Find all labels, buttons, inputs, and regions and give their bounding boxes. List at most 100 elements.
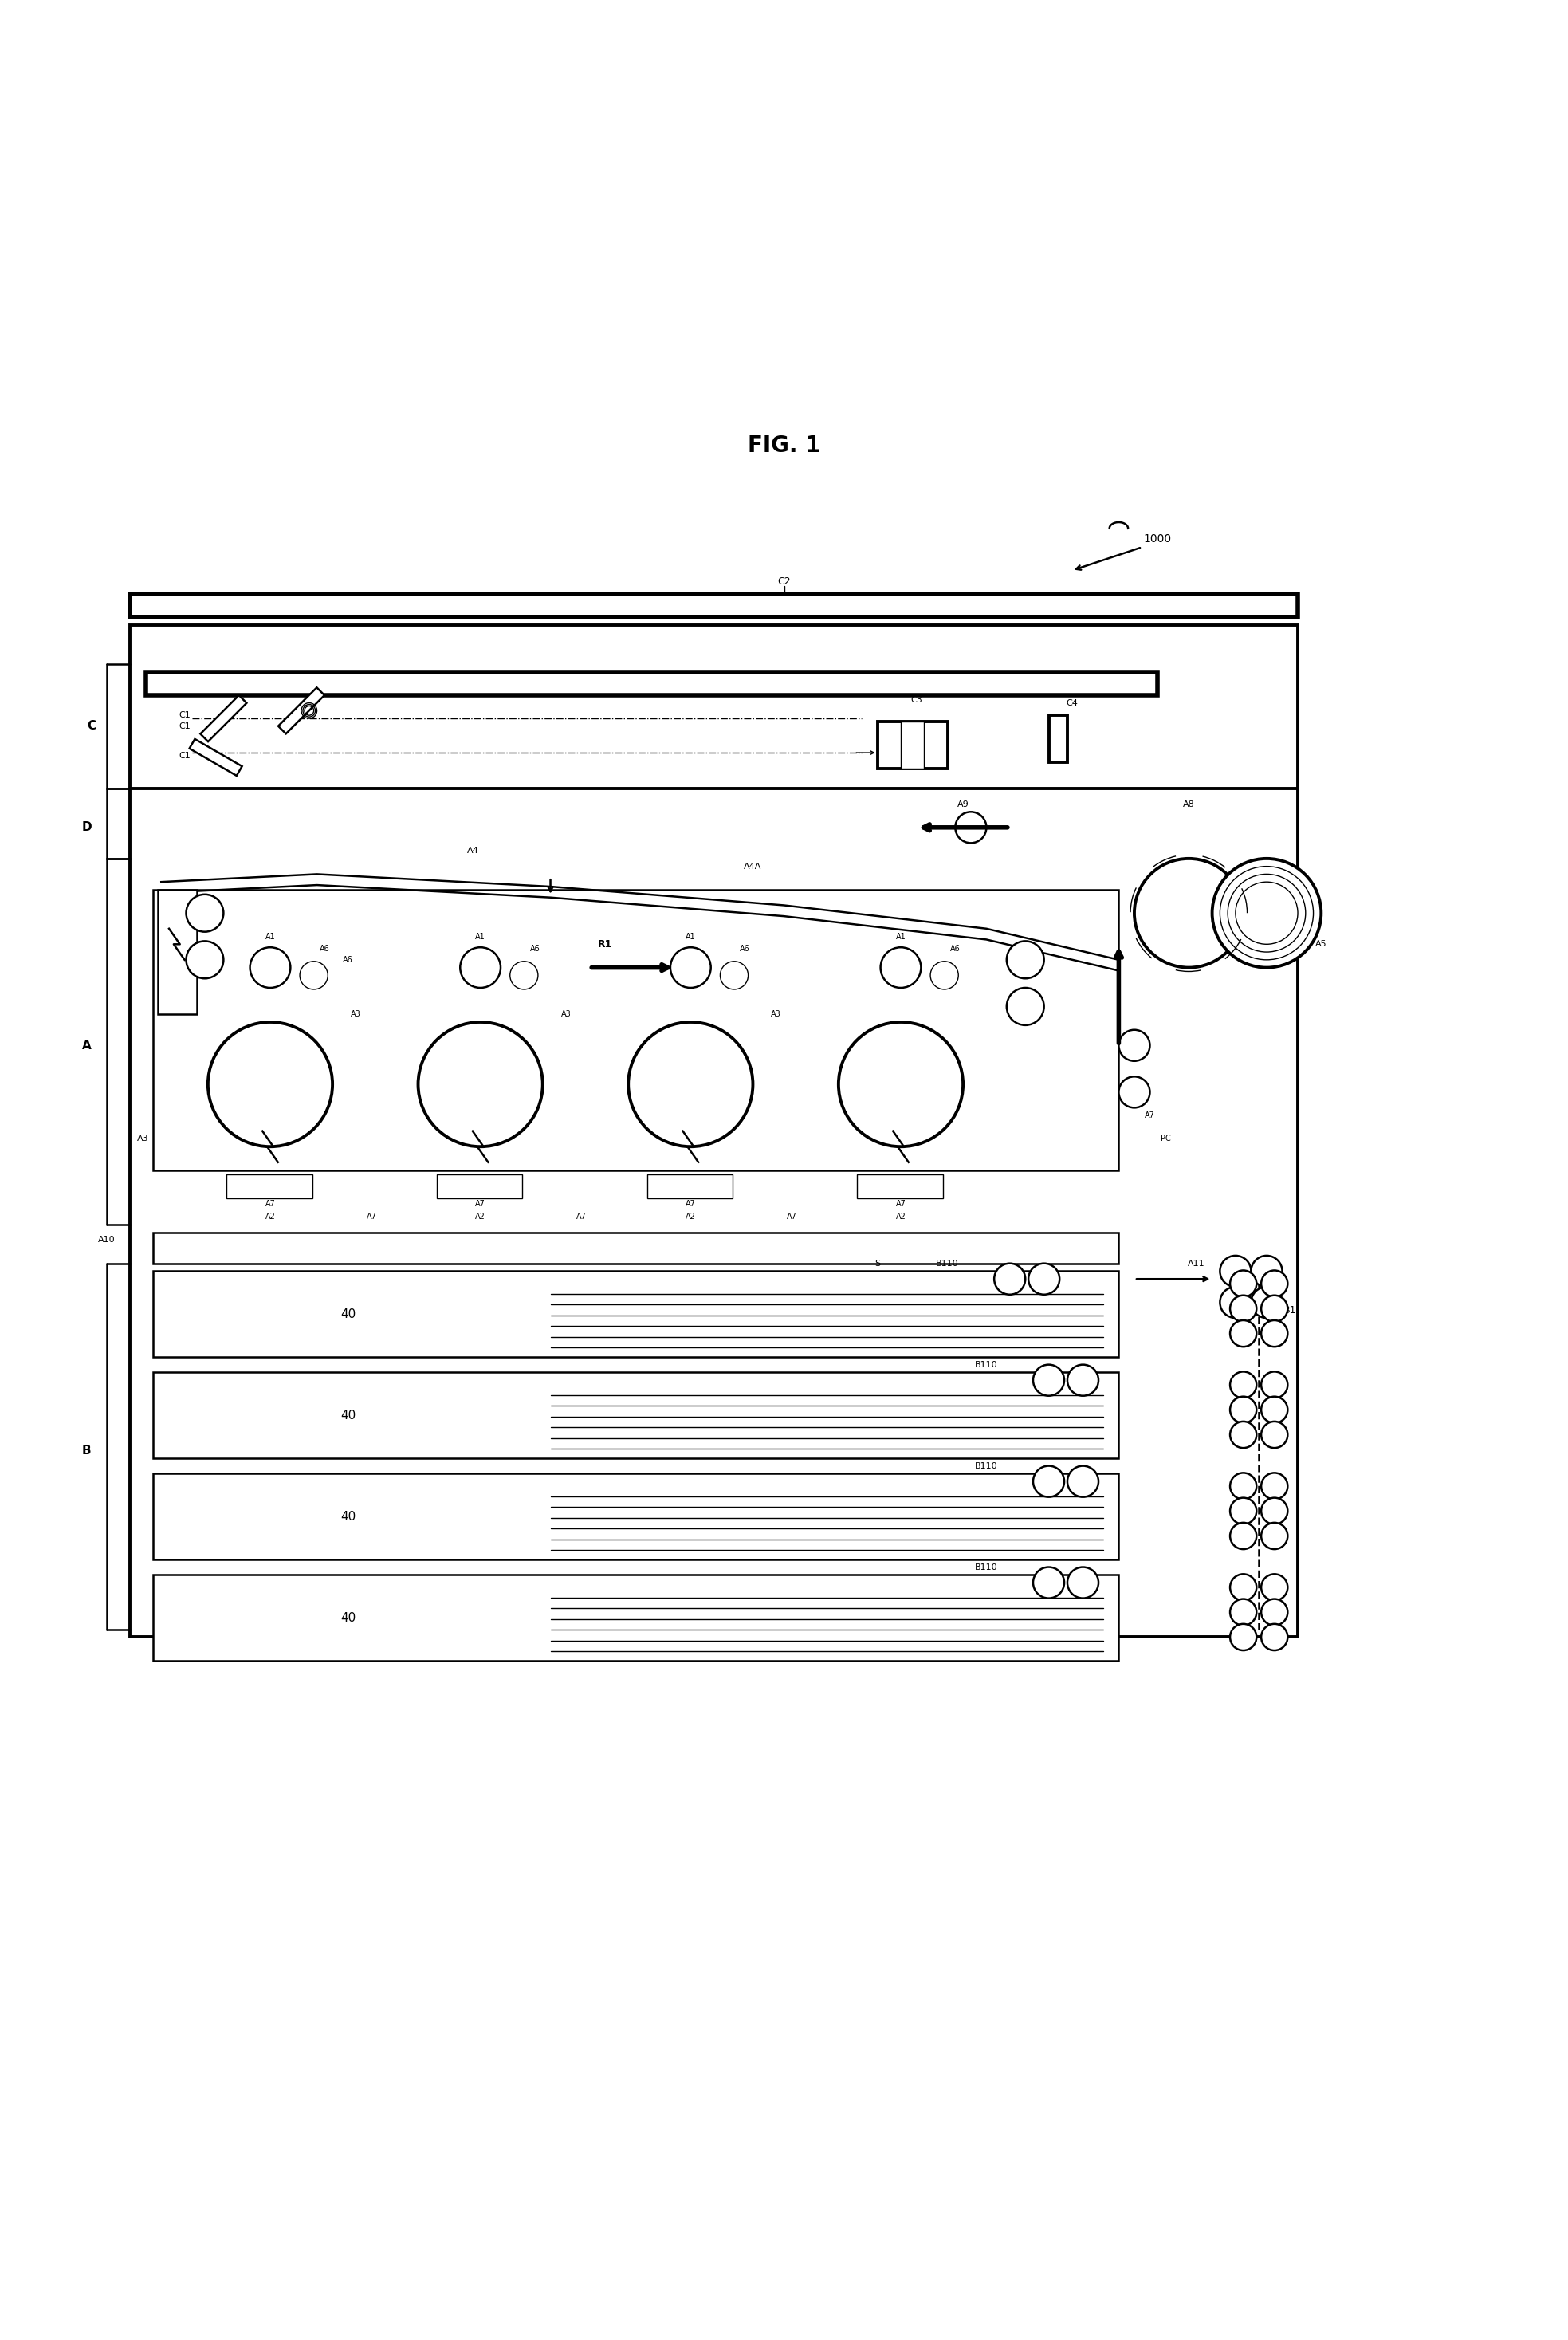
Circle shape bbox=[1068, 1568, 1099, 1598]
Text: C3: C3 bbox=[911, 695, 922, 704]
Circle shape bbox=[720, 962, 748, 990]
Circle shape bbox=[1261, 1472, 1287, 1500]
Text: B1: B1 bbox=[1284, 1306, 1297, 1315]
Circle shape bbox=[671, 948, 710, 987]
Text: A8: A8 bbox=[1182, 800, 1195, 807]
Circle shape bbox=[839, 1023, 963, 1147]
Circle shape bbox=[955, 812, 986, 842]
Bar bbox=[878, 721, 947, 768]
Text: A5: A5 bbox=[1316, 941, 1327, 948]
Text: A6: A6 bbox=[740, 945, 750, 952]
Circle shape bbox=[1007, 987, 1044, 1025]
Polygon shape bbox=[201, 695, 246, 742]
Circle shape bbox=[1261, 1320, 1287, 1348]
Circle shape bbox=[1118, 1076, 1149, 1107]
Bar bbox=[858, 1175, 942, 1198]
Circle shape bbox=[1220, 1287, 1251, 1317]
Text: D: D bbox=[82, 821, 91, 833]
Text: R2: R2 bbox=[684, 1081, 698, 1088]
Circle shape bbox=[1229, 1397, 1256, 1423]
Circle shape bbox=[299, 962, 328, 990]
Text: A2: A2 bbox=[475, 1212, 486, 1221]
Text: A3: A3 bbox=[351, 1011, 361, 1018]
Circle shape bbox=[1220, 1257, 1251, 1287]
Text: S: S bbox=[875, 1259, 880, 1268]
Bar bbox=[437, 1175, 522, 1198]
Text: A4A: A4A bbox=[743, 863, 762, 870]
Circle shape bbox=[1261, 1371, 1287, 1397]
Text: A7: A7 bbox=[787, 1212, 797, 1221]
Text: A3: A3 bbox=[561, 1011, 571, 1018]
Circle shape bbox=[187, 941, 224, 978]
Circle shape bbox=[249, 948, 290, 987]
Polygon shape bbox=[278, 688, 325, 735]
Bar bbox=[154, 1374, 1118, 1458]
Text: A: A bbox=[82, 1039, 91, 1051]
Text: R1: R1 bbox=[597, 938, 612, 950]
Circle shape bbox=[1007, 941, 1044, 978]
Circle shape bbox=[1261, 1598, 1287, 1626]
Text: C1: C1 bbox=[179, 723, 190, 730]
Circle shape bbox=[1118, 1030, 1149, 1060]
Circle shape bbox=[1261, 1420, 1287, 1448]
Circle shape bbox=[1229, 1472, 1256, 1500]
Text: A7: A7 bbox=[895, 1200, 906, 1207]
Circle shape bbox=[459, 948, 500, 987]
Bar bbox=[154, 1474, 1118, 1558]
Circle shape bbox=[1212, 859, 1322, 966]
Circle shape bbox=[1261, 1397, 1287, 1423]
Circle shape bbox=[1134, 859, 1243, 966]
Circle shape bbox=[629, 1023, 753, 1147]
Text: A11: A11 bbox=[1189, 1259, 1206, 1268]
Text: B: B bbox=[82, 1444, 91, 1455]
Text: A7: A7 bbox=[1145, 1112, 1156, 1119]
Circle shape bbox=[1261, 1498, 1287, 1523]
Text: A1: A1 bbox=[895, 931, 906, 941]
Text: A3: A3 bbox=[771, 1011, 781, 1018]
Circle shape bbox=[1033, 1568, 1065, 1598]
Circle shape bbox=[1068, 1364, 1099, 1395]
Text: C4: C4 bbox=[1066, 700, 1077, 707]
Text: 1000: 1000 bbox=[1143, 534, 1171, 545]
Text: A2: A2 bbox=[265, 1212, 276, 1221]
Text: A3: A3 bbox=[136, 1135, 149, 1142]
Bar bbox=[648, 1175, 732, 1198]
Bar bbox=[146, 672, 1157, 695]
Text: R2: R2 bbox=[894, 1081, 908, 1088]
Bar bbox=[154, 1575, 1118, 1661]
Circle shape bbox=[1229, 1598, 1256, 1626]
Circle shape bbox=[1229, 1523, 1256, 1549]
Bar bbox=[227, 1175, 312, 1198]
Text: A9: A9 bbox=[956, 800, 969, 807]
Text: C1: C1 bbox=[179, 751, 190, 760]
Circle shape bbox=[1033, 1465, 1065, 1498]
Circle shape bbox=[1261, 1575, 1287, 1601]
Circle shape bbox=[1033, 1364, 1065, 1395]
Circle shape bbox=[1029, 1264, 1060, 1294]
Circle shape bbox=[1229, 1624, 1256, 1650]
Text: B110: B110 bbox=[936, 1259, 960, 1268]
Circle shape bbox=[187, 894, 224, 931]
Circle shape bbox=[994, 1264, 1025, 1294]
Circle shape bbox=[1251, 1287, 1283, 1317]
Text: A6: A6 bbox=[530, 945, 539, 952]
Text: A1: A1 bbox=[685, 931, 696, 941]
Text: A1: A1 bbox=[265, 931, 276, 941]
Text: C1: C1 bbox=[179, 711, 190, 718]
Circle shape bbox=[510, 962, 538, 990]
Circle shape bbox=[1229, 1296, 1256, 1322]
Circle shape bbox=[1229, 1320, 1256, 1348]
Text: 40: 40 bbox=[340, 1409, 356, 1420]
Text: A6: A6 bbox=[343, 955, 353, 964]
Text: A7: A7 bbox=[475, 1200, 486, 1207]
Circle shape bbox=[1229, 1371, 1256, 1397]
Circle shape bbox=[419, 1023, 543, 1147]
Text: A2: A2 bbox=[895, 1212, 906, 1221]
Text: A2: A2 bbox=[685, 1212, 696, 1221]
Bar bbox=[900, 721, 924, 768]
Text: A7: A7 bbox=[265, 1200, 276, 1207]
Circle shape bbox=[1261, 1296, 1287, 1322]
Text: B110: B110 bbox=[975, 1563, 997, 1570]
Circle shape bbox=[1261, 1271, 1287, 1296]
Text: C: C bbox=[86, 721, 96, 732]
